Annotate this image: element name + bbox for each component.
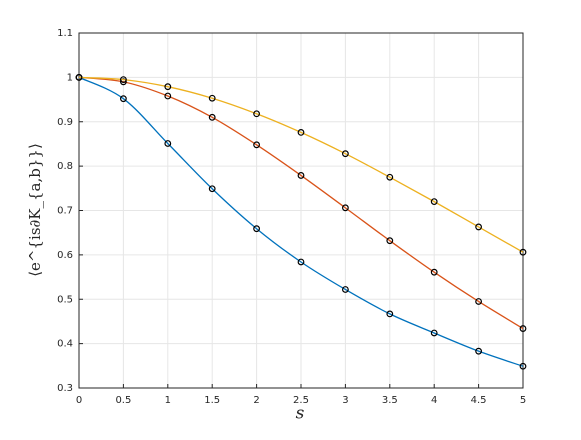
x-tick-label: 4.5 [471,395,487,406]
data-point [519,362,527,370]
data-point [119,76,127,83]
y-tick-label: 0.4 [57,339,73,350]
y-tick-label: 1 [67,72,73,83]
x-tick-label: 4 [431,395,437,406]
y-tick-label: 0.9 [57,117,73,128]
data-point [164,140,172,147]
data-point [386,310,394,318]
plot-frame [78,32,524,389]
data-point [164,83,172,91]
data-point [297,258,305,266]
y-tick-label: 0.5 [57,294,73,305]
data-point [208,94,216,102]
x-tick-label: 0.5 [115,395,131,406]
y-axis-label: ⟨e^{is∂K_{a,b}}⟩ [26,143,44,277]
x-tick-label: 5 [520,395,526,406]
y-tick-label: 0.7 [57,206,73,217]
data-point [430,329,438,337]
x-tick-label: 2.5 [293,395,309,406]
x-tick-label: 1.5 [204,395,220,406]
data-point [297,128,305,136]
data-point [253,225,261,233]
data-point [342,286,349,293]
data-point [208,113,216,121]
data-point [253,110,261,118]
data-point [164,92,172,100]
x-tick-label: 3.5 [382,395,398,406]
y-tick-label: 0.8 [57,161,73,172]
y-tick-label: 0.3 [57,383,73,394]
data-point [119,95,127,103]
y-tick-label: 0.6 [57,250,73,261]
data-point [342,204,349,212]
data-point [342,150,349,158]
data-point [430,198,438,206]
x-tick-label: 2 [253,395,259,406]
data-point [475,347,483,355]
series-line [78,76,524,253]
data-point [475,298,483,305]
data-point [430,268,438,276]
series-line [78,76,524,330]
data-point [519,325,527,332]
data-point [386,237,394,245]
data-point [475,223,483,231]
y-tick-label: 1.1 [57,28,73,39]
x-axis-label: s [296,404,305,424]
data-point [253,141,261,149]
data-point [75,73,83,81]
series-line [78,76,524,367]
data-point [208,185,216,193]
x-tick-label: 1 [165,395,171,406]
data-point [386,173,394,181]
x-tick-label: 3 [342,395,348,406]
data-point [297,172,305,179]
data-point [519,248,527,256]
x-tick-label: 0 [76,395,82,406]
